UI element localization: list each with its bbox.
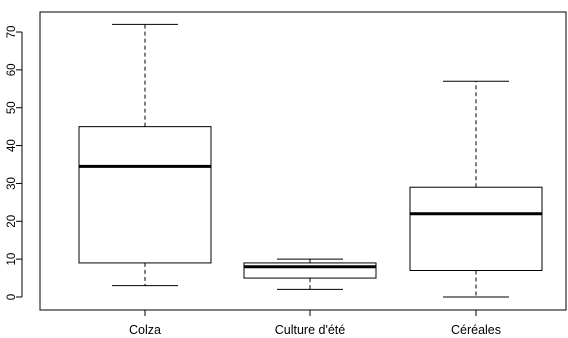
box-group — [243, 258, 377, 290]
y-tick-label: 0 — [6, 294, 18, 300]
x-tick-label: Céréales — [451, 323, 501, 337]
y-tick-label: 60 — [6, 63, 18, 76]
y-tick-label: 50 — [6, 101, 18, 114]
box-group — [409, 80, 543, 298]
y-tick-label: 30 — [6, 177, 18, 190]
iqr-box — [409, 186, 543, 271]
iqr-box — [243, 262, 377, 279]
y-tick-label: 10 — [6, 253, 18, 266]
iqr-box — [78, 126, 212, 264]
y-tick-label: 20 — [6, 215, 18, 228]
y-tick-label: 70 — [6, 26, 18, 39]
x-tick-label: Colza — [129, 323, 161, 337]
box-group — [78, 23, 212, 287]
y-axis: 0 10 20 30 40 50 60 70 — [6, 26, 23, 300]
boxes — [78, 23, 543, 298]
x-axis: Colza Culture d'été Céréales — [129, 309, 501, 337]
y-tick-label: 40 — [6, 139, 18, 152]
x-tick-label: Culture d'été — [275, 323, 346, 337]
